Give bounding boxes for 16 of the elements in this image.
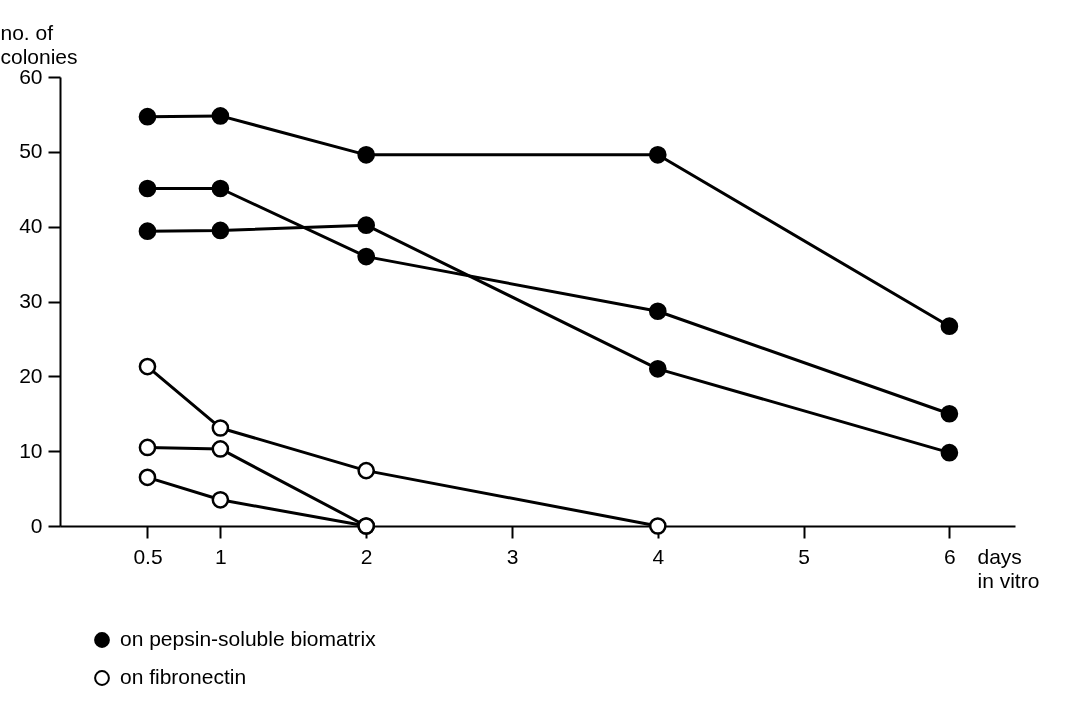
x-tick-label: 0.5 <box>133 544 163 568</box>
x-tick-label: 4 <box>652 544 665 568</box>
legend-label: on pepsin-soluble biomatrix <box>120 627 377 650</box>
x-tick-label: 2 <box>360 544 373 568</box>
x-tick-label: 6 <box>944 544 956 568</box>
x-axis-title: days in vitro <box>977 544 1040 592</box>
legend-label: on fibronectin <box>120 665 247 688</box>
y-tick-label: 10 <box>19 438 43 462</box>
y-tick-label: 20 <box>19 363 43 387</box>
y-tick-label: 30 <box>19 289 43 312</box>
x-tick-label: 3 <box>506 544 519 568</box>
y-tick-label: 0 <box>30 513 43 537</box>
y-tick-label: 50 <box>19 139 43 163</box>
y-tick-label: 40 <box>19 214 43 238</box>
x-tick-label: 5 <box>798 544 810 568</box>
x-tick-label: 1 <box>215 544 227 568</box>
